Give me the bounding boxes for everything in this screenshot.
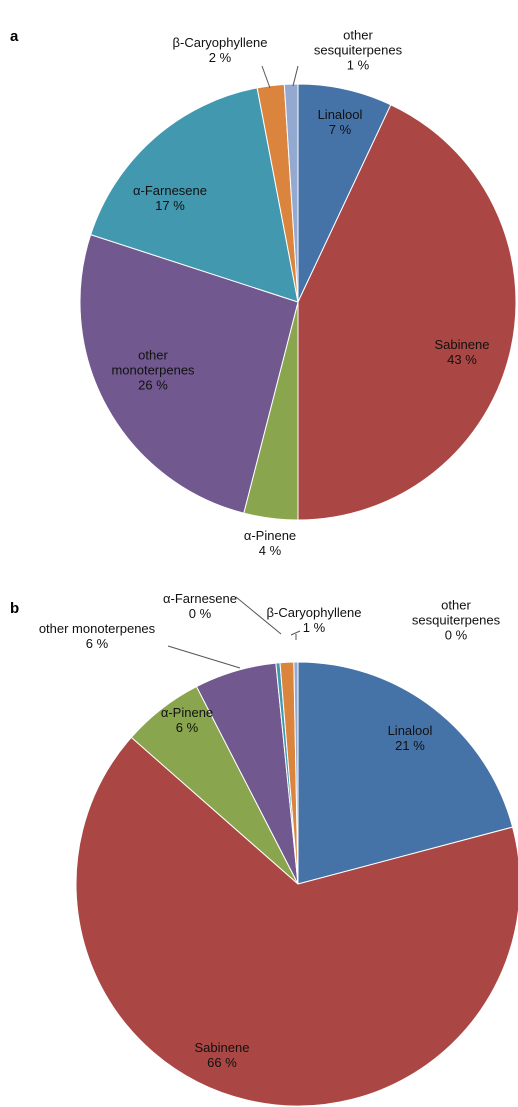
- slice-value: 26 %: [138, 377, 168, 393]
- slice-value: 2 %: [208, 50, 232, 65]
- slice-category: other monoterpenes: [111, 347, 195, 378]
- leader-line: [167, 645, 241, 669]
- pie-slice: [297, 104, 517, 521]
- slice-category: other monoterpenes: [38, 621, 156, 636]
- slice-value: 66 %: [207, 1055, 237, 1070]
- slice-value: 0 %: [444, 627, 468, 643]
- slice-value: 7 %: [328, 122, 352, 137]
- slice-category: α-Pinene: [243, 528, 297, 543]
- slice-label: Linalool 7 %: [300, 107, 380, 137]
- pie-slice: [293, 661, 299, 885]
- slice-label: α-Pinene 6 %: [147, 705, 227, 735]
- slice-label: other monoterpenes 6 %: [37, 621, 157, 651]
- slice-label: other sesquiterpenes 0 %: [396, 598, 516, 643]
- slice-category: α-Farnesene: [133, 183, 207, 198]
- leader-line: [261, 65, 271, 89]
- pie-slice: [90, 87, 299, 303]
- slice-category: Linalool: [317, 107, 363, 122]
- slice-value: 6 %: [175, 720, 199, 735]
- slice-label: α-Pinene 4 %: [225, 528, 315, 558]
- slice-label: β-Caryophyllene 2 %: [170, 35, 270, 65]
- slice-value: 1 %: [346, 57, 370, 73]
- slice-category: Sabinene: [434, 337, 490, 352]
- slice-category: other sesquiterpenes: [313, 27, 403, 58]
- pie-slice: [75, 736, 518, 1107]
- slice-value: 0 %: [188, 606, 212, 621]
- leader-line: [292, 65, 299, 87]
- pie-slice: [283, 83, 299, 303]
- slice-value: 17 %: [155, 198, 185, 213]
- slice-value: 4 %: [258, 543, 282, 558]
- slice-label: β-Caryophyllene 1 %: [264, 605, 364, 635]
- slice-category: α-Pinene: [160, 705, 214, 720]
- panel-label: a: [10, 28, 19, 45]
- slice-label: other sesquiterpenes 1 %: [298, 28, 418, 73]
- pie-slice: [297, 661, 514, 885]
- slice-category: Linalool: [387, 723, 433, 738]
- slice-value: 43 %: [447, 352, 477, 367]
- leader-line: [235, 596, 282, 635]
- slice-value: 21 %: [395, 738, 425, 753]
- slice-label: Sabinene 66 %: [182, 1040, 262, 1070]
- slice-category: β-Caryophyllene: [266, 605, 362, 620]
- slice-value: 1 %: [302, 620, 326, 635]
- slice-label: Sabinene 43 %: [422, 337, 502, 367]
- slice-label: α-Farnesene 0 %: [155, 591, 245, 621]
- slice-category: other sesquiterpenes: [411, 597, 501, 628]
- leader-line: [290, 630, 301, 636]
- slice-label: Linalool 21 %: [370, 723, 450, 753]
- slice-value: 6 %: [85, 636, 109, 651]
- pie-slice: [79, 234, 299, 514]
- slice-category: β-Caryophyllene: [172, 35, 268, 50]
- slice-category: Sabinene: [194, 1040, 250, 1055]
- panel-label: b: [10, 600, 20, 617]
- slice-label: α-Farnesene 17 %: [125, 183, 215, 213]
- slice-category: α-Farnesene: [163, 591, 237, 606]
- slice-label: other monoterpenes 26 %: [98, 348, 208, 393]
